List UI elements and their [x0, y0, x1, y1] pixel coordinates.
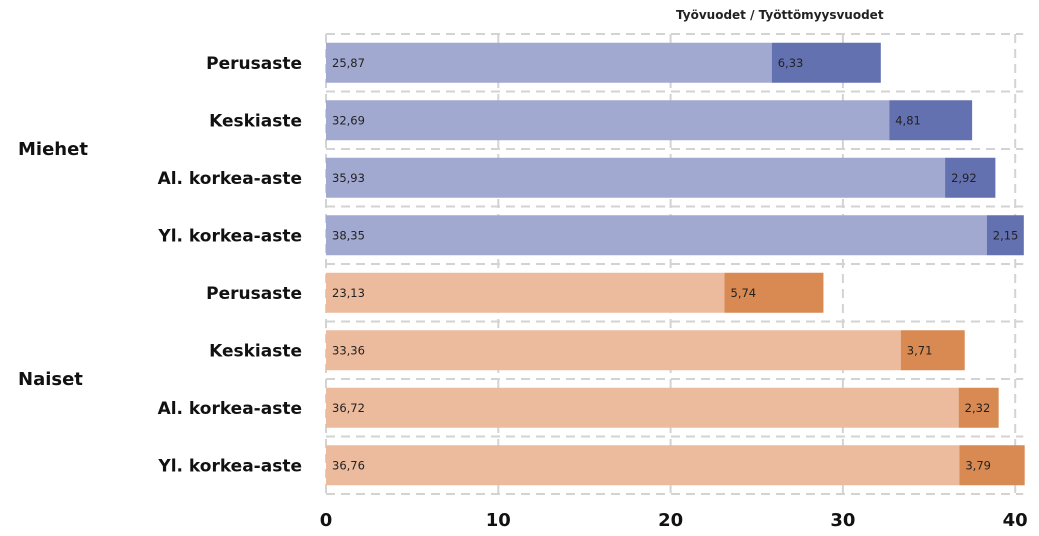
data-label: 3,71: [907, 343, 933, 357]
data-label: 5,74: [731, 286, 757, 300]
category-label: Perusaste: [206, 284, 302, 304]
bar-segment-tyottomyysvuodet: [900, 330, 965, 371]
bar-segment-tyovuodet: [326, 100, 890, 141]
bar-segment-tyovuodet: [326, 387, 959, 428]
bar-segment-tyovuodet: [326, 330, 901, 371]
data-label: 32,69: [332, 113, 365, 127]
data-label: 36,76: [332, 458, 365, 472]
category-label: Keskiaste: [209, 341, 302, 361]
bar-segment-tyottomyysvuodet: [945, 157, 996, 198]
category-label: Keskiaste: [209, 111, 302, 131]
bar-segment-tyovuodet: [326, 42, 772, 83]
data-label: 6,33: [778, 56, 804, 70]
bar-segment-tyovuodet: [326, 445, 960, 486]
group-label: Naiset: [18, 369, 83, 390]
data-label: 38,35: [332, 228, 365, 242]
x-tick-label: 0: [320, 510, 333, 531]
x-tick-label: 10: [486, 510, 511, 531]
bar-segment-tyovuodet: [326, 157, 946, 198]
data-label: 4,81: [895, 113, 921, 127]
bar-segment-tyottomyysvuodet: [959, 445, 1025, 486]
category-label: Yl. korkea-aste: [157, 456, 302, 476]
x-tick-label: 20: [658, 510, 683, 531]
x-tick-label: 40: [1003, 510, 1028, 531]
category-label: Al. korkea-aste: [158, 169, 302, 189]
x-tick-label: 30: [830, 510, 855, 531]
data-label: 33,36: [332, 343, 365, 357]
category-label: Al. korkea-aste: [158, 399, 302, 419]
chart-title: Työvuodet / Työttömyysvuodet: [676, 8, 884, 22]
category-label: Yl. korkea-aste: [157, 226, 302, 246]
data-label: 23,13: [332, 286, 365, 300]
data-label: 25,87: [332, 56, 365, 70]
bar-segment-tyovuodet: [326, 272, 725, 313]
bar-segment-tyottomyysvuodet: [986, 215, 1024, 256]
data-label: 2,15: [993, 228, 1019, 242]
bar-segment-tyovuodet: [326, 215, 987, 256]
group-label: Miehet: [18, 139, 88, 160]
data-label: 2,92: [951, 171, 977, 185]
data-label: 2,32: [965, 401, 991, 415]
bar-segment-tyottomyysvuodet: [771, 42, 881, 83]
bar-segment-tyottomyysvuodet: [889, 100, 973, 141]
bar-segment-tyottomyysvuodet: [724, 272, 824, 313]
data-label: 35,93: [332, 171, 365, 185]
bar-segment-tyottomyysvuodet: [958, 387, 999, 428]
data-label: 3,79: [965, 458, 991, 472]
category-label: Perusaste: [206, 54, 302, 74]
data-label: 36,72: [332, 401, 365, 415]
